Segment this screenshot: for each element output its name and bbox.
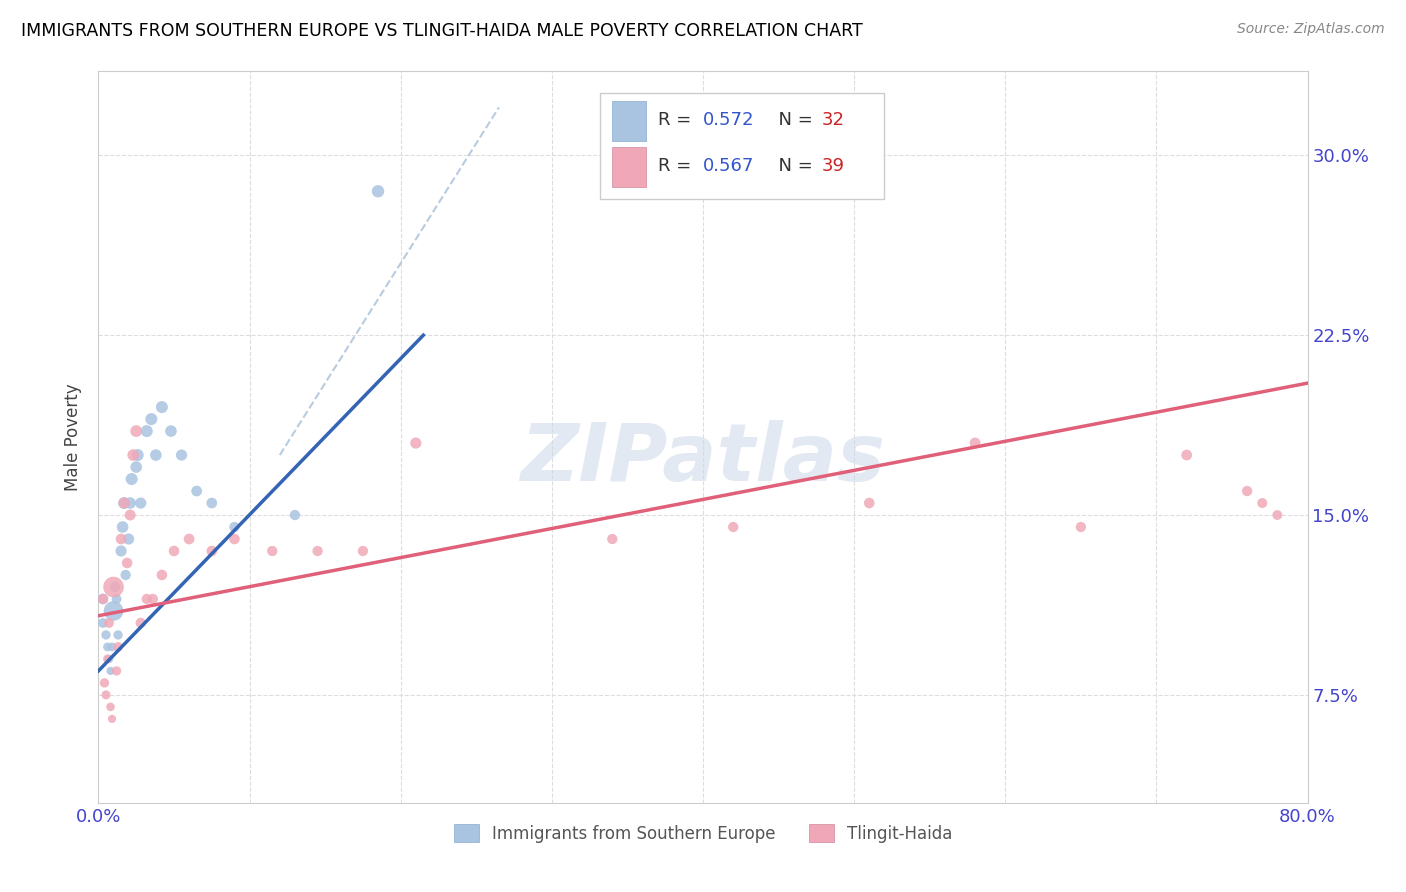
Point — [127, 448, 149, 462]
Point — [100, 699, 122, 714]
Point — [110, 532, 132, 546]
Point — [105, 664, 128, 678]
Point — [118, 532, 141, 546]
Point — [141, 412, 163, 426]
Point — [98, 652, 121, 666]
Point — [142, 591, 165, 606]
Point — [125, 460, 148, 475]
Point — [150, 568, 173, 582]
Text: Source: ZipAtlas.com: Source: ZipAtlas.com — [1237, 22, 1385, 37]
Point — [96, 652, 118, 666]
Point — [858, 496, 880, 510]
Point — [307, 544, 329, 558]
Point — [367, 184, 389, 198]
Point — [723, 520, 745, 534]
Text: 0.572: 0.572 — [703, 112, 755, 129]
Point — [120, 508, 142, 522]
Point — [112, 496, 135, 510]
Point — [186, 483, 208, 498]
Text: 39: 39 — [821, 158, 845, 176]
Text: 0.567: 0.567 — [703, 158, 755, 176]
Point — [91, 591, 114, 606]
Point — [1175, 448, 1198, 462]
Point — [101, 712, 124, 726]
Point — [121, 472, 143, 486]
Point — [94, 628, 117, 642]
Point — [120, 496, 142, 510]
Point — [262, 544, 284, 558]
Point — [135, 591, 157, 606]
Point — [201, 496, 224, 510]
Point — [150, 400, 173, 414]
Point — [170, 448, 193, 462]
Point — [100, 664, 122, 678]
Point — [602, 532, 624, 546]
Point — [112, 496, 135, 510]
Point — [125, 424, 148, 438]
Y-axis label: Male Poverty: Male Poverty — [65, 384, 83, 491]
Point — [129, 496, 152, 510]
Text: ZIPatlas: ZIPatlas — [520, 420, 886, 498]
Point — [224, 520, 246, 534]
Point — [107, 628, 129, 642]
Point — [1267, 508, 1289, 522]
Point — [163, 544, 186, 558]
Point — [965, 436, 987, 450]
Legend: Immigrants from Southern Europe, Tlingit-Haida: Immigrants from Southern Europe, Tlingit… — [447, 818, 959, 849]
Point — [1070, 520, 1092, 534]
Point — [1251, 496, 1274, 510]
Point — [160, 424, 183, 438]
Text: R =: R = — [658, 112, 697, 129]
Point — [91, 591, 114, 606]
Point — [1236, 483, 1258, 498]
Bar — [613, 146, 647, 187]
Point — [94, 688, 117, 702]
Point — [107, 640, 129, 654]
Text: 32: 32 — [821, 112, 845, 129]
Text: IMMIGRANTS FROM SOUTHERN EUROPE VS TLINGIT-HAIDA MALE POVERTY CORRELATION CHART: IMMIGRANTS FROM SOUTHERN EUROPE VS TLING… — [21, 22, 863, 40]
Point — [98, 615, 121, 630]
Point — [129, 615, 152, 630]
Point — [115, 556, 138, 570]
Point — [179, 532, 201, 546]
Text: N =: N = — [768, 158, 818, 176]
Point — [135, 424, 157, 438]
Point — [91, 615, 114, 630]
Point — [93, 676, 115, 690]
Point — [103, 604, 125, 618]
Point — [105, 591, 128, 606]
Point — [122, 448, 145, 462]
Point — [111, 520, 134, 534]
Text: N =: N = — [768, 112, 818, 129]
Point — [201, 544, 224, 558]
Bar — [613, 101, 647, 141]
Point — [224, 532, 246, 546]
Point — [96, 640, 118, 654]
Point — [405, 436, 427, 450]
Point — [145, 448, 167, 462]
Point — [352, 544, 374, 558]
Text: R =: R = — [658, 158, 697, 176]
Point — [101, 640, 124, 654]
Point — [114, 568, 136, 582]
Point — [103, 580, 125, 594]
FancyBboxPatch shape — [600, 94, 884, 200]
Point — [104, 580, 127, 594]
Point — [110, 544, 132, 558]
Point — [284, 508, 307, 522]
